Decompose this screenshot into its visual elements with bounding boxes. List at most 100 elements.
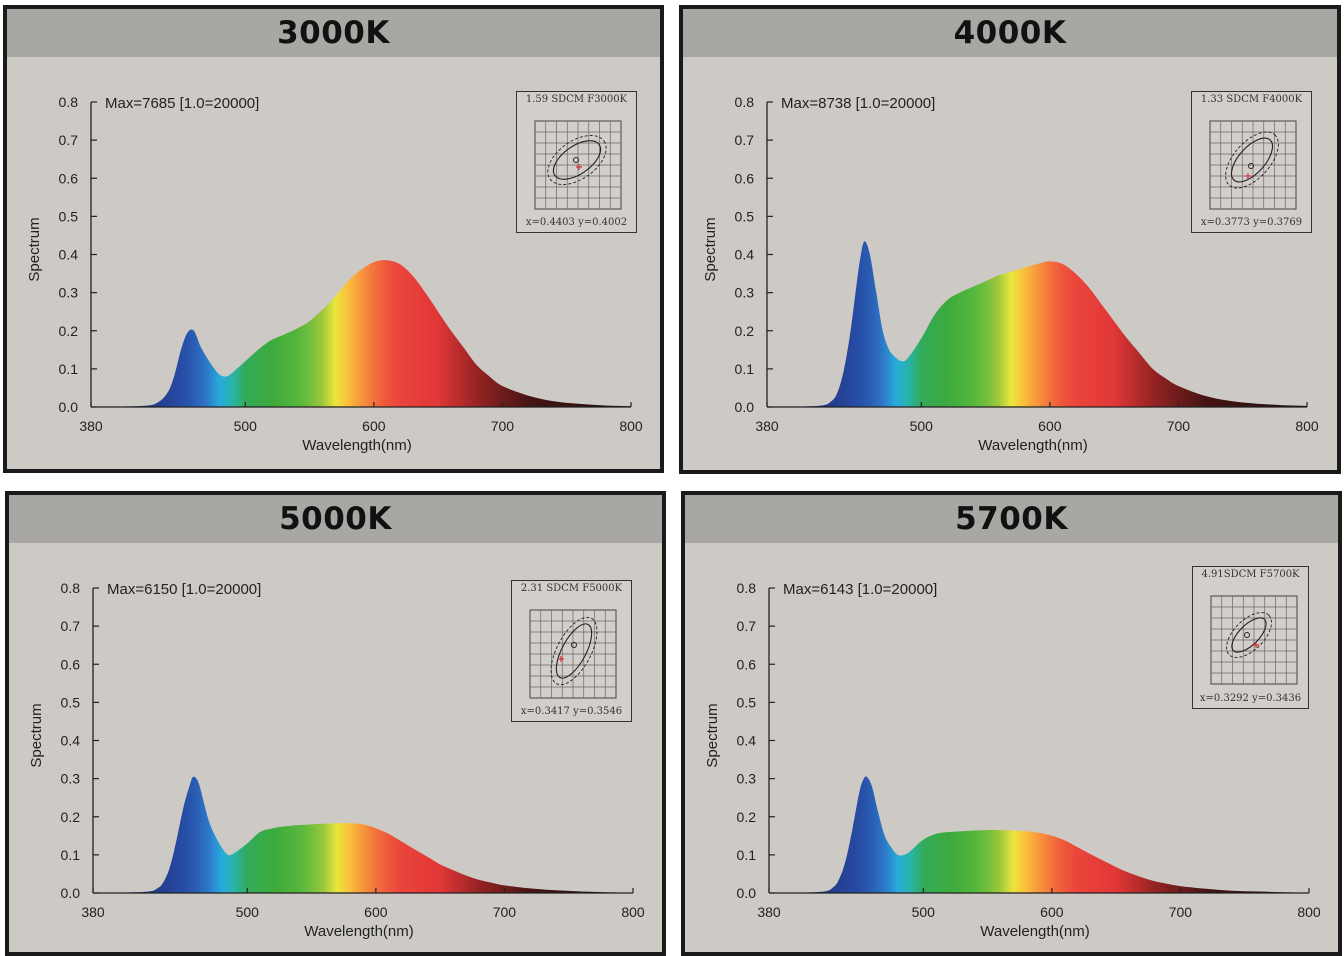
y-tick-label: 0.3 — [59, 285, 79, 301]
x-axis-label: Wavelength(nm) — [978, 437, 1087, 454]
spectrum-chart: 0.0 0.1 0.2 0.3 0.4 0.5 0.6 0.7 0.8 380 500 600 700 8… — [702, 94, 1319, 454]
x-tick-label: 380 — [757, 904, 781, 920]
y-tick-label: 0.4 — [59, 247, 79, 263]
spectrum-area — [91, 260, 631, 407]
spectrum-area — [767, 241, 1307, 407]
tolerance-ellipse — [547, 135, 607, 185]
y-tick-label: 0.7 — [59, 132, 79, 148]
chromaticity-diagram — [529, 609, 617, 699]
y-tick-label: 0.5 — [59, 208, 79, 224]
y-tick-label: 0.6 — [61, 656, 81, 672]
y-tick-label: 0.4 — [737, 733, 757, 749]
y-tick-label: 0.8 — [59, 94, 79, 110]
target-point — [1248, 163, 1254, 169]
y-tick-label: 0.7 — [61, 618, 81, 634]
x-tick-label: 600 — [364, 904, 388, 920]
x-tick-label: 800 — [619, 418, 643, 434]
measured-point-marker — [558, 656, 564, 662]
max-annotation: Max=6150 [1.0=20000] — [107, 581, 261, 598]
x-tick-label: 600 — [1038, 418, 1062, 434]
max-annotation: Max=8738 [1.0=20000] — [781, 95, 935, 112]
x-tick-label: 500 — [236, 904, 260, 920]
chromaticity-inset: 1.59 SDCM F3000K x=0.4403 y=0.4002 — [516, 91, 637, 233]
y-tick-label: 0.3 — [61, 771, 81, 787]
y-axis-label: Spectrum — [702, 217, 719, 281]
inset-coordinates: x=0.3773 y=0.3769 — [1200, 217, 1303, 228]
x-tick-label: 600 — [362, 418, 386, 434]
x-tick-label: 800 — [621, 904, 645, 920]
y-tick-label: 0.2 — [59, 323, 79, 339]
x-tick-label: 380 — [79, 418, 103, 434]
spectrum-chart: 0.0 0.1 0.2 0.3 0.4 0.5 0.6 0.7 0.8 380 500 600 700 8… — [26, 94, 643, 454]
x-axis-label: Wavelength(nm) — [304, 923, 413, 940]
x-tick-label: 500 — [912, 904, 936, 920]
x-tick-label: 800 — [1295, 418, 1319, 434]
y-tick-label: 0.3 — [735, 285, 755, 301]
y-tick-label: 0.5 — [737, 694, 757, 710]
y-tick-label: 0.7 — [737, 618, 757, 634]
spectrum-area — [769, 776, 1309, 893]
x-tick-label: 500 — [234, 418, 258, 434]
inset-coordinates: x=0.4403 y=0.4002 — [525, 217, 628, 228]
y-tick-label: 0.4 — [61, 733, 81, 749]
chart-title: 5000K — [9, 495, 662, 543]
max-annotation: Max=6143 [1.0=20000] — [783, 581, 937, 598]
chromaticity-diagram — [534, 120, 622, 210]
x-tick-label: 500 — [910, 418, 934, 434]
y-tick-label: 0.1 — [735, 361, 755, 377]
x-axis-label: Wavelength(nm) — [980, 923, 1089, 940]
y-tick-label: 0.8 — [61, 580, 81, 596]
x-tick-label: 600 — [1040, 904, 1064, 920]
spectrum-area — [93, 776, 633, 893]
chromaticity-inset: 4.91SDCM F5700K x=0.3292 y=0.3436 — [1192, 566, 1309, 709]
y-tick-label: 0.2 — [737, 809, 757, 825]
y-tick-label: 0.0 — [61, 885, 81, 901]
chart-title: 3000K — [7, 9, 660, 57]
y-tick-label: 0.6 — [59, 170, 79, 186]
y-tick-label: 0.6 — [737, 656, 757, 672]
chromaticity-inset: 1.33 SDCM F4000K x=0.3773 y=0.3769 — [1191, 91, 1312, 233]
y-tick-label: 0.4 — [735, 247, 755, 263]
inset-title: 1.33 SDCM F4000K — [1200, 94, 1303, 105]
y-tick-label: 0.5 — [735, 208, 755, 224]
y-tick-label: 0.0 — [735, 399, 755, 415]
inset-title: 1.59 SDCM F3000K — [525, 94, 628, 105]
target-point — [1244, 632, 1250, 638]
chromaticity-diagram — [1210, 595, 1298, 685]
measured-point-marker — [1245, 173, 1251, 179]
y-tick-label: 0.6 — [735, 170, 755, 186]
y-tick-label: 0.7 — [735, 132, 755, 148]
y-tick-label: 0.3 — [737, 771, 757, 787]
y-tick-label: 0.8 — [737, 580, 757, 596]
chart-panel-5700k: 5700K 0.0 0.1 0.2 0.3 0.4 0.5 0.6 0.7 0.8 380 500 6… — [681, 491, 1342, 956]
y-tick-label: 0.0 — [59, 399, 79, 415]
y-tick-label: 0.0 — [737, 885, 757, 901]
x-tick-label: 700 — [1169, 904, 1193, 920]
spectrum-chart: 0.0 0.1 0.2 0.3 0.4 0.5 0.6 0.7 0.8 380 500 600 700 8… — [704, 580, 1321, 940]
x-tick-label: 700 — [493, 904, 517, 920]
y-tick-label: 0.1 — [61, 847, 81, 863]
target-point — [573, 157, 579, 163]
x-axis-label: Wavelength(nm) — [302, 437, 411, 454]
inset-title: 2.31 SDCM F5000K — [520, 583, 623, 594]
y-tick-label: 0.1 — [59, 361, 79, 377]
inset-title: 4.91SDCM F5700K — [1201, 569, 1300, 580]
tolerance-ellipse — [1225, 131, 1279, 189]
x-tick-label: 380 — [81, 904, 105, 920]
inset-coordinates: x=0.3292 y=0.3436 — [1199, 693, 1302, 704]
inset-coordinates: x=0.3417 y=0.3546 — [520, 706, 623, 717]
tolerance-ellipse — [1226, 612, 1272, 658]
x-tick-label: 700 — [1167, 418, 1191, 434]
chromaticity-inset: 2.31 SDCM F5000K x=0.3417 y=0.3546 — [511, 580, 632, 722]
sdcm-ellipse — [555, 623, 593, 679]
spectrum-chart: 0.0 0.1 0.2 0.3 0.4 0.5 0.6 0.7 0.8 380 500 600 700 8… — [28, 580, 645, 940]
chart-panel-3000k: 3000K 0.0 0.1 0.2 0.3 0.4 0.5 0.6 0.7 0.8 380 500 6… — [3, 5, 664, 473]
max-annotation: Max=7685 [1.0=20000] — [105, 95, 259, 112]
y-tick-label: 0.5 — [61, 694, 81, 710]
y-axis-label: Spectrum — [704, 703, 721, 767]
y-tick-label: 0.2 — [735, 323, 755, 339]
x-tick-label: 380 — [755, 418, 779, 434]
chart-panel-4000k: 4000K 0.0 0.1 0.2 0.3 0.4 0.5 0.6 0.7 0.8 380 500 6… — [679, 5, 1341, 474]
measured-point-marker — [576, 164, 582, 170]
chart-title: 4000K — [683, 9, 1337, 57]
